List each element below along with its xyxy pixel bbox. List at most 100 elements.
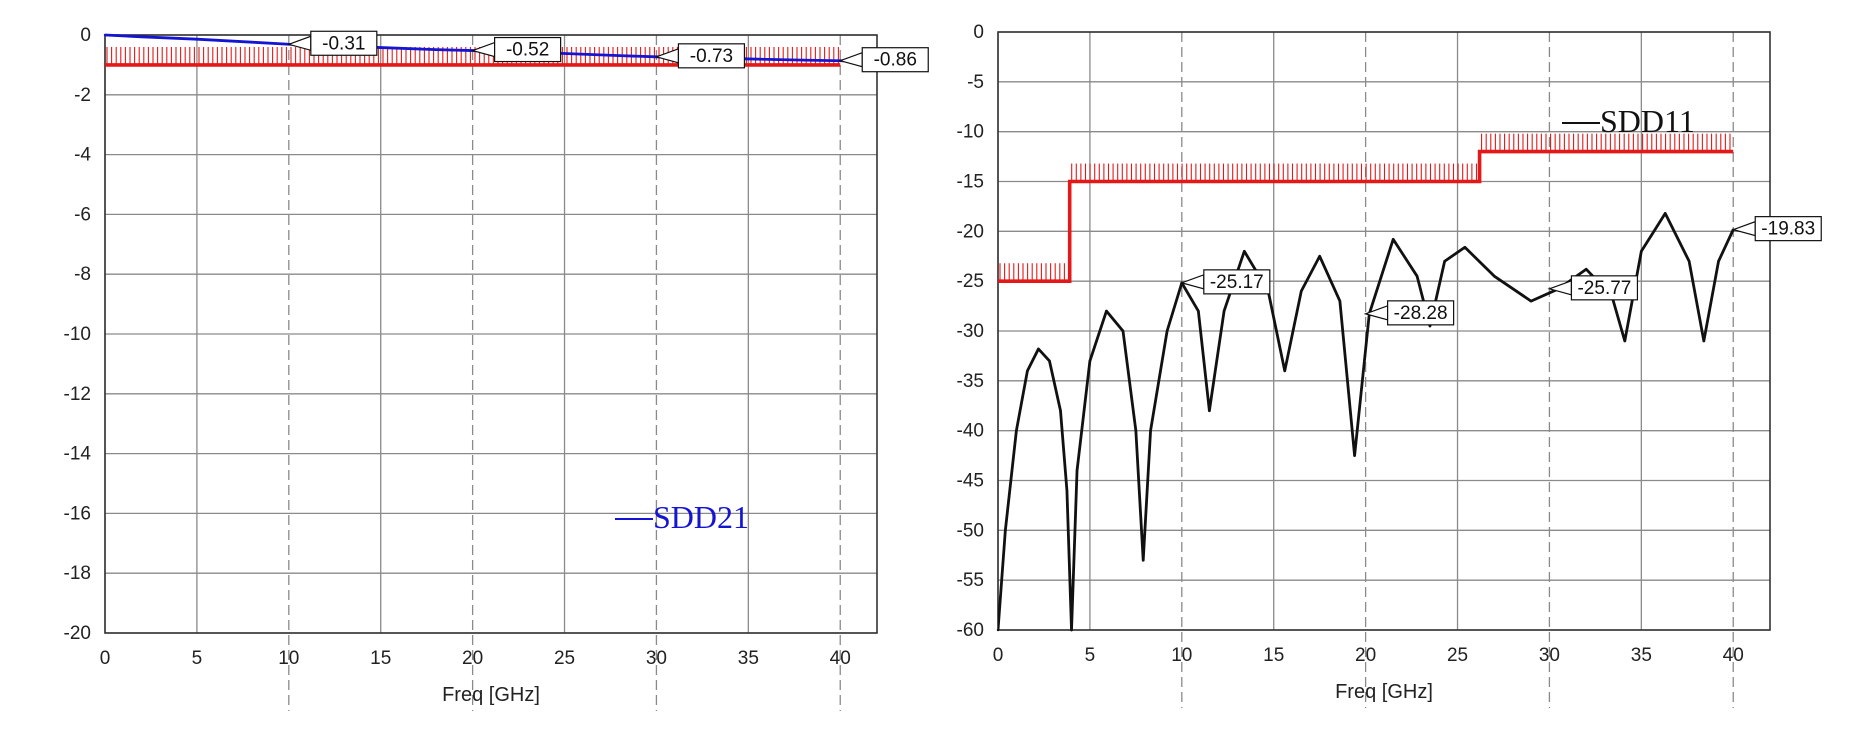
sdd11-series-point — [1463, 246, 1467, 249]
sdd11-series-point — [1026, 369, 1029, 373]
sdd11-xtick-label: 30 — [1539, 645, 1560, 666]
sdd21-marker-label: -0.52 — [506, 40, 549, 61]
sdd21-marker-pointer — [838, 51, 863, 68]
sdd21-x-axis-title: Freq [GHz] — [442, 684, 540, 706]
sdd11-series-point — [1353, 454, 1356, 457]
sdd21-ytick-label: -8 — [74, 264, 91, 285]
sdd11-ytick-label: -40 — [957, 421, 984, 442]
sdd11-series-point — [1222, 309, 1226, 313]
sdd11-ytick-label: -50 — [957, 520, 984, 541]
sdd11-series-point — [1318, 255, 1321, 258]
sdd11-series-point — [1134, 429, 1138, 432]
sdd21-ytick-label: -10 — [64, 324, 91, 345]
sdd11-ytick-label: -20 — [957, 221, 984, 242]
sdd11-series-point — [1149, 429, 1152, 432]
sdd21-series-point — [618, 54, 621, 57]
sdd11-marker-box — [1387, 300, 1455, 326]
sdd21-ytick-label: -20 — [64, 623, 91, 644]
sdd21-ytick-label: -6 — [74, 204, 91, 225]
sdd11-xtick-label: 5 — [1085, 645, 1096, 666]
sdd11-marker-label: -19.83 — [1761, 219, 1815, 240]
sdd11-marker-label: -28.28 — [1394, 303, 1448, 324]
sdd21-series-point — [195, 37, 199, 41]
sdd21-legend-label: SDD21 — [653, 499, 749, 535]
sdd11-series-point — [1338, 299, 1342, 303]
sdd11-series-point — [1391, 238, 1395, 241]
sdd11-series-point — [1623, 339, 1626, 343]
sdd11-series-point — [1702, 339, 1706, 343]
sdd21-marker-box — [494, 36, 562, 63]
sdd21-ytick-label: 0 — [80, 25, 91, 46]
sdd11-series-point — [1197, 309, 1200, 313]
sdd11-series-point — [1121, 329, 1125, 333]
sdd21-xtick-label: 20 — [462, 648, 483, 669]
sdd11-series-point — [1165, 329, 1169, 333]
sdd11-xtick-label: 35 — [1631, 645, 1652, 666]
sdd11-ytick-label: -45 — [957, 471, 984, 492]
sdd11-series-point — [1015, 429, 1018, 432]
sdd11-xtick-label: 20 — [1355, 645, 1376, 666]
sdd21-marker-box — [677, 43, 746, 69]
sdd11-series-point — [1283, 369, 1286, 373]
sdd11-series-point — [1584, 268, 1588, 271]
sdd21-xtick-label: 5 — [192, 648, 203, 669]
sdd21-marker-box — [310, 30, 378, 56]
sdd11-legend-label: SDD11 — [1600, 103, 1695, 139]
sdd21-xtick-label: 10 — [278, 648, 299, 669]
sdd11-ytick-label: -55 — [957, 570, 984, 591]
sdd21-series-point — [747, 57, 750, 61]
sdd11-marker-box — [1754, 216, 1822, 242]
sdd11-marker-pointer — [1731, 220, 1756, 237]
sdd11-xtick-label: 25 — [1447, 645, 1468, 666]
sdd11-series-point — [1070, 628, 1073, 632]
sdd11-ytick-label: -5 — [967, 72, 984, 93]
sdd11-series-point — [1687, 260, 1691, 263]
sdd21-xtick-label: 40 — [830, 648, 851, 669]
sdd21-marker-label: -0.73 — [690, 46, 733, 67]
sdd11-marker-label: -25.17 — [1210, 272, 1264, 293]
sdd21-xtick-label: 30 — [646, 648, 667, 669]
sdd21-xtick-label: 15 — [370, 648, 391, 669]
chart-sdd21: 0 -2 -4 -6 -8 -10 -12 -14 -16 -18 -20 0 5 10 15 20 25 30 3… — [64, 25, 929, 711]
sdd11-series-point — [1065, 489, 1069, 492]
sdd11-xtick-label: 10 — [1171, 645, 1192, 666]
sdd11-ytick-label: -25 — [957, 271, 984, 292]
sdd11-series-point — [1300, 289, 1303, 293]
sdd11-marker-box — [1570, 275, 1639, 301]
sdd11-series-point — [1493, 274, 1496, 278]
sdd11-series-point — [1529, 299, 1533, 303]
sdd11-xtick-label: 0 — [993, 645, 1004, 666]
sdd21-xtick-label: 35 — [738, 648, 759, 669]
sdd11-series-point — [1105, 309, 1108, 313]
sdd11-x-axis-title: Freq [GHz] — [1335, 681, 1433, 703]
sdd21-ytick-label: -16 — [64, 503, 91, 524]
sdd11-marker-label: -25.77 — [1577, 278, 1631, 299]
sdd11-series-point — [1142, 559, 1145, 562]
sdd11-ytick-label: -30 — [957, 321, 984, 342]
sdd21-ytick-label: -12 — [64, 384, 91, 405]
sdd21-series-point — [802, 58, 805, 62]
sdd11-series-point — [1208, 409, 1211, 412]
sdd11-ytick-label: -15 — [957, 172, 984, 193]
sdd11-series-point — [1640, 250, 1643, 253]
sdd11-xtick-label: 15 — [1263, 645, 1284, 666]
sdd11-series-point — [1037, 347, 1040, 351]
sdd11-series-point — [1664, 212, 1667, 215]
sdd21-series-point — [379, 46, 382, 49]
sdd21-xtick-label: 0 — [100, 648, 111, 669]
sdd21-series-point — [563, 52, 566, 55]
sdd11-series-point — [1717, 260, 1720, 263]
sdd21-marker-box — [861, 47, 929, 73]
sdd21-series-point — [140, 35, 143, 38]
sdd11-series-point — [1048, 359, 1051, 363]
sdd21-ytick-label: -2 — [74, 85, 91, 106]
sdd11-series-point — [1059, 409, 1062, 412]
sdd11-series-point — [1443, 260, 1446, 263]
sdd11-ytick-label: 0 — [973, 22, 984, 43]
sdd11-xtick-label: 40 — [1723, 645, 1744, 666]
sdd11-series-point — [1415, 274, 1419, 278]
sdd21-marker-label: -0.31 — [322, 33, 365, 54]
sdd11-limit-line — [998, 149, 1734, 283]
sdd21-ytick-label: -14 — [64, 444, 92, 465]
